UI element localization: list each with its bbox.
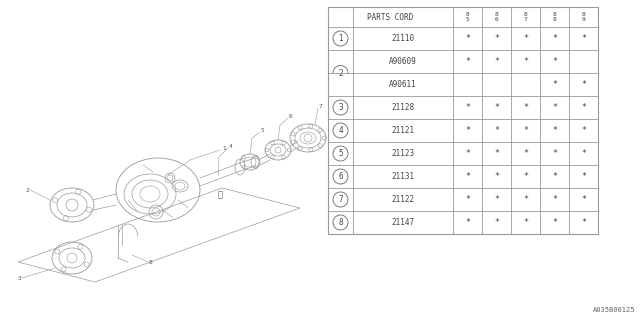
Text: *: * — [552, 218, 557, 227]
Text: *: * — [523, 172, 528, 181]
Text: 21121: 21121 — [392, 126, 415, 135]
Text: 8: 8 — [149, 260, 153, 265]
Text: *: * — [523, 57, 528, 66]
Text: 5: 5 — [338, 149, 343, 158]
Text: *: * — [465, 57, 470, 66]
Text: *: * — [581, 195, 586, 204]
Text: 3: 3 — [17, 276, 21, 281]
Text: 5: 5 — [261, 129, 265, 133]
Text: *: * — [494, 126, 499, 135]
Text: *: * — [523, 218, 528, 227]
Text: 21123: 21123 — [392, 149, 415, 158]
Text: *: * — [494, 149, 499, 158]
Text: A90609: A90609 — [389, 57, 417, 66]
Text: *: * — [494, 172, 499, 181]
Text: 2: 2 — [25, 188, 29, 193]
Text: 8
8: 8 8 — [552, 12, 556, 22]
Text: 2: 2 — [338, 68, 343, 77]
Bar — [328, 27, 598, 50]
Text: *: * — [523, 103, 528, 112]
Bar — [328, 96, 598, 119]
Text: 21122: 21122 — [392, 195, 415, 204]
Text: *: * — [581, 103, 586, 112]
Text: *: * — [465, 195, 470, 204]
Bar — [328, 7, 598, 27]
Text: 3: 3 — [338, 103, 343, 112]
Text: *: * — [523, 195, 528, 204]
Text: 䠀: 䠀 — [218, 190, 223, 199]
Text: *: * — [581, 172, 586, 181]
Text: *: * — [494, 57, 499, 66]
Text: *: * — [465, 218, 470, 227]
Text: *: * — [581, 149, 586, 158]
Text: 8
7: 8 7 — [524, 12, 527, 22]
Text: 21128: 21128 — [392, 103, 415, 112]
Bar — [328, 211, 598, 234]
Text: 8
9: 8 9 — [582, 12, 586, 22]
Text: *: * — [581, 34, 586, 43]
Bar — [328, 73, 598, 96]
Text: 6: 6 — [289, 115, 292, 119]
Text: *: * — [552, 57, 557, 66]
Text: *: * — [552, 172, 557, 181]
Text: 21110: 21110 — [392, 34, 415, 43]
Text: *: * — [465, 172, 470, 181]
Text: *: * — [465, 103, 470, 112]
Text: *: * — [552, 103, 557, 112]
Text: 7: 7 — [319, 105, 323, 109]
Bar — [328, 119, 598, 142]
Text: 21131: 21131 — [392, 172, 415, 181]
Text: 4: 4 — [338, 126, 343, 135]
Bar — [328, 165, 598, 188]
Text: 1: 1 — [338, 34, 343, 43]
Text: *: * — [494, 195, 499, 204]
Text: *: * — [552, 149, 557, 158]
Text: *: * — [523, 34, 528, 43]
Text: *: * — [552, 195, 557, 204]
Text: *: * — [494, 103, 499, 112]
Text: *: * — [581, 80, 586, 89]
Text: 8
6: 8 6 — [495, 12, 499, 22]
Bar — [328, 188, 598, 211]
Text: 6: 6 — [338, 172, 343, 181]
Bar — [328, 7, 598, 234]
Text: *: * — [465, 126, 470, 135]
Text: *: * — [581, 218, 586, 227]
Text: PARTS CORD: PARTS CORD — [367, 12, 413, 21]
Text: 8
5: 8 5 — [466, 12, 469, 22]
Text: 1: 1 — [222, 147, 226, 151]
Text: *: * — [552, 126, 557, 135]
Text: 21147: 21147 — [392, 218, 415, 227]
Text: *: * — [465, 34, 470, 43]
Text: A035B00125: A035B00125 — [593, 307, 635, 313]
Text: *: * — [494, 218, 499, 227]
Text: *: * — [581, 126, 586, 135]
Text: *: * — [552, 80, 557, 89]
Bar — [328, 142, 598, 165]
Text: 4: 4 — [229, 145, 233, 149]
Text: 7: 7 — [338, 195, 343, 204]
Text: 8: 8 — [338, 218, 343, 227]
Text: *: * — [552, 34, 557, 43]
Bar — [328, 50, 598, 73]
Text: *: * — [465, 149, 470, 158]
Text: *: * — [494, 34, 499, 43]
Text: A90611: A90611 — [389, 80, 417, 89]
Text: *: * — [523, 126, 528, 135]
Text: *: * — [523, 149, 528, 158]
